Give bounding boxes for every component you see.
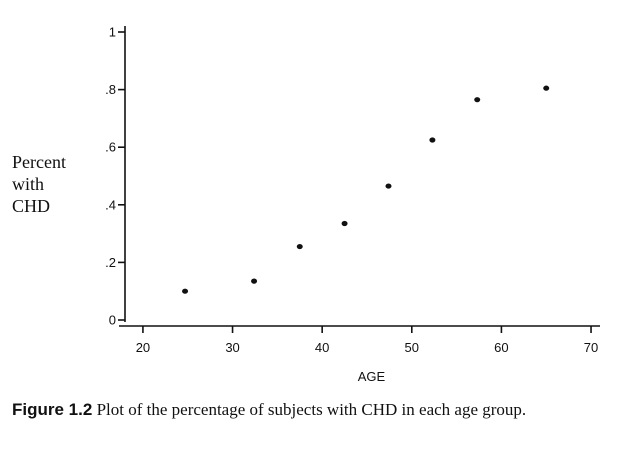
data-point (341, 220, 348, 227)
data-point (251, 278, 258, 284)
y-tick-label: 0 (109, 313, 116, 328)
data-point (385, 183, 392, 189)
data-point (182, 288, 189, 294)
y-tick-label: .6 (105, 140, 116, 155)
data-points (182, 85, 550, 294)
x-axis-title: AGE (358, 369, 386, 384)
x-tick-label: 20 (136, 340, 150, 355)
y-axis-title-line: CHD (12, 196, 51, 216)
x-tick-label: 40 (315, 340, 329, 355)
y-axis-title-line: Percent (12, 152, 66, 172)
y-tick-label: 1 (109, 25, 116, 40)
x-tick-label: 70 (584, 340, 598, 355)
data-point (543, 85, 550, 91)
y-tick-label: .2 (105, 255, 116, 270)
x-tick-label: 60 (494, 340, 508, 355)
data-point (474, 97, 481, 103)
data-point (429, 137, 436, 143)
data-point (296, 243, 303, 250)
axes: 0 .2 .4 .6 .8 1 20 30 40 50 60 70 (105, 25, 600, 355)
y-tick-label: .8 (105, 82, 116, 97)
y-tick-label: .4 (105, 197, 116, 212)
x-tick-label: 50 (405, 340, 419, 355)
x-tick-label: 30 (225, 340, 239, 355)
scatter-chart: 0 .2 .4 .6 .8 1 20 30 40 50 60 70 AGE (105, 25, 600, 384)
y-axis-title-line: with (12, 174, 45, 194)
figure-label: Figure 1.2 (12, 400, 93, 419)
caption-text: Plot of the percentage of subjects with … (96, 400, 527, 419)
figure-caption: Figure 1.2 Plot of the percentage of sub… (12, 400, 612, 420)
